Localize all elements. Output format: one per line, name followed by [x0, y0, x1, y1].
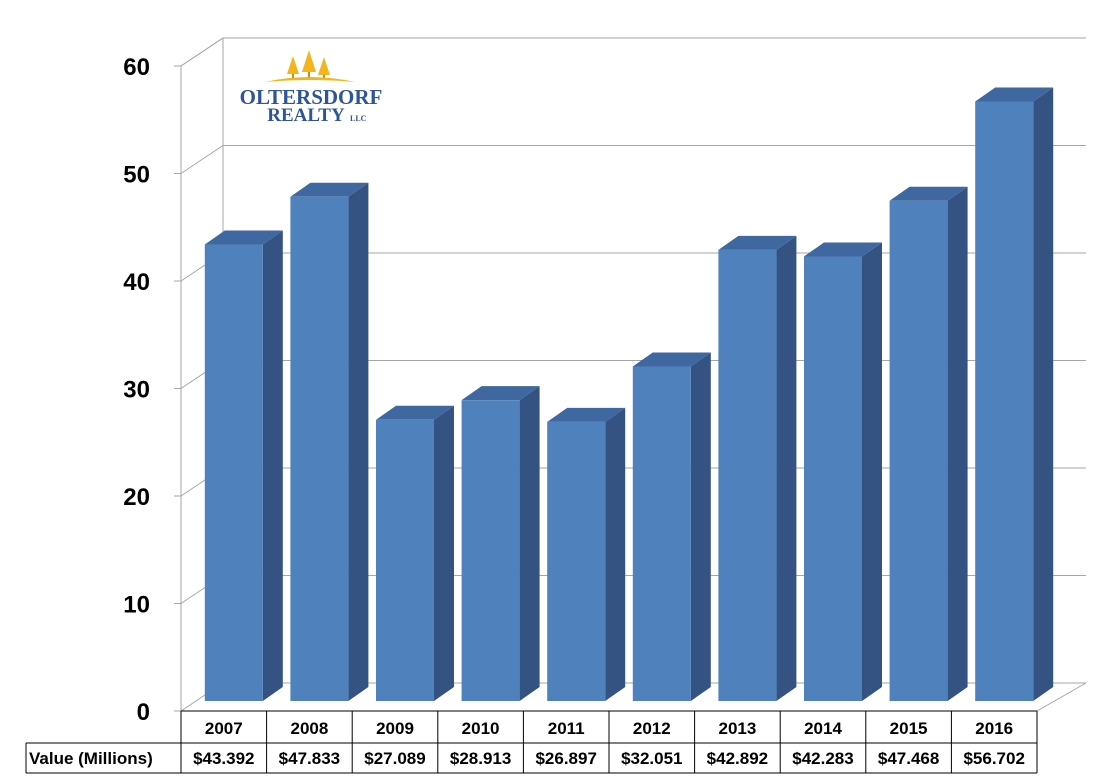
bar-front	[376, 419, 434, 701]
bar-2008	[290, 182, 369, 701]
bar-2010	[461, 386, 540, 701]
back-wall-top	[180, 37, 1086, 67]
category-label: 2007	[205, 719, 243, 738]
category-label: 2010	[462, 719, 500, 738]
category-label: 2012	[633, 719, 671, 738]
data-table: Value (Millions) 2007 $43.392 2008 $47.833 20…	[25, 710, 1038, 774]
bar-2015	[889, 186, 968, 701]
bar-front	[804, 256, 862, 701]
series-label: Value (Millions)	[29, 749, 153, 768]
category-label: 2016	[975, 719, 1013, 738]
category-label: 2009	[376, 719, 414, 738]
bar-top	[975, 87, 1054, 102]
bar-top	[376, 405, 454, 420]
bar-2012	[632, 352, 711, 701]
bar-front	[547, 421, 606, 701]
data-label: $27.089	[364, 749, 425, 768]
y-tick-label: 50	[123, 162, 150, 189]
bar-side	[862, 242, 882, 701]
bar-side	[1033, 87, 1054, 702]
logo-name: OLTERSDORF	[240, 85, 383, 109]
category-label: 2013	[718, 719, 756, 738]
data-label: $43.392	[193, 749, 254, 768]
bar-front	[204, 244, 263, 701]
bar-side	[776, 235, 797, 701]
bar-top	[461, 386, 540, 401]
bar-front	[461, 400, 520, 701]
y-tick-label: 30	[123, 377, 150, 404]
category-label: 2014	[804, 719, 842, 738]
bar-top	[290, 182, 369, 197]
y-tick-label: 0	[137, 699, 150, 726]
y-tick-label: 40	[123, 269, 150, 296]
bar-side	[947, 186, 968, 701]
bar-top	[204, 230, 283, 245]
data-label: $47.468	[878, 749, 939, 768]
logo-suffix: LLC	[350, 114, 367, 123]
y-tick-label: 10	[123, 592, 150, 619]
bar-2016	[975, 87, 1054, 702]
bar-side	[605, 407, 626, 701]
data-label: $42.892	[707, 749, 768, 768]
gridline	[180, 37, 1086, 67]
data-label: $42.283	[792, 749, 853, 768]
bars	[204, 87, 1054, 702]
y-tick-label: 20	[123, 484, 150, 511]
data-label: $47.833	[279, 749, 340, 768]
category-label: 2008	[290, 719, 328, 738]
bar-2014	[804, 242, 882, 701]
bar-top	[718, 235, 797, 250]
bar-side	[348, 182, 369, 701]
bar-front	[975, 101, 1034, 702]
bar-2007	[204, 230, 283, 701]
bar-2011	[547, 407, 626, 701]
category-label: 2015	[890, 719, 928, 738]
bar-side	[519, 386, 540, 701]
data-label: $32.051	[621, 749, 682, 768]
bar-top	[632, 352, 711, 367]
category-label: 2011	[548, 719, 585, 738]
bar-2013	[718, 235, 797, 701]
bar-top	[804, 242, 882, 257]
data-label: $26.897	[535, 749, 596, 768]
data-label: $56.702	[963, 749, 1024, 768]
bar-front	[632, 366, 691, 701]
y-tick-label: 60	[123, 54, 150, 81]
data-label: $28.913	[450, 749, 511, 768]
bar-front	[889, 200, 948, 701]
gridline	[180, 145, 1086, 174]
tree-icon	[265, 50, 355, 82]
bar-front	[718, 249, 777, 701]
bar-front	[290, 196, 349, 701]
bar-top	[547, 407, 626, 422]
bar-side	[262, 230, 283, 701]
logo-realty: REALTY	[267, 105, 345, 126]
company-logo: OLTERSDORF REALTY LLC	[240, 50, 383, 126]
bar-top	[889, 186, 968, 201]
y-axis-ticks: 0 10 20 30 40 50 60	[123, 54, 150, 726]
bar-2009	[376, 405, 454, 701]
bar-side	[434, 405, 454, 701]
bar-side	[690, 352, 711, 701]
